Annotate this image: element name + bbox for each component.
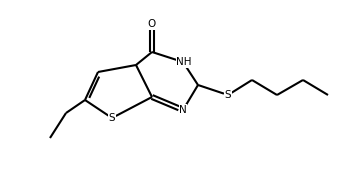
Text: S: S [109,113,115,123]
Text: N: N [179,105,187,115]
Text: NH: NH [177,57,192,67]
Text: S: S [225,90,231,100]
Text: O: O [148,19,156,29]
